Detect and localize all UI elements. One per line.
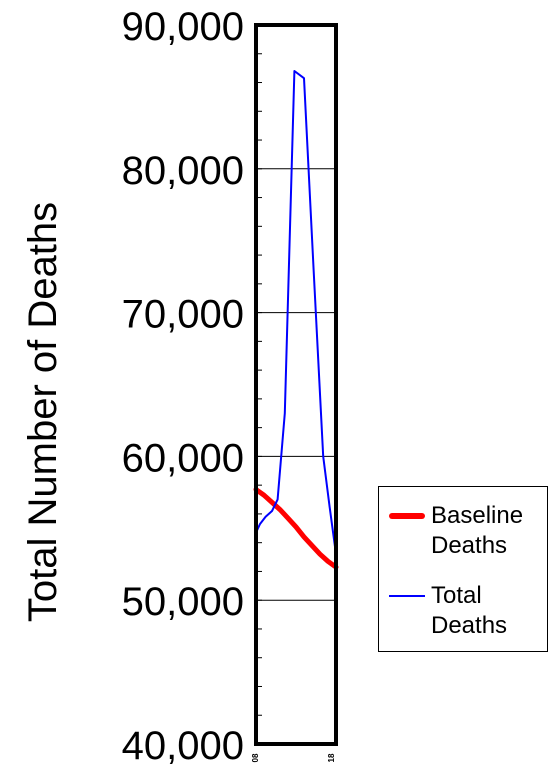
gridlines — [256, 169, 336, 600]
y-tick-label: 80,000 — [122, 149, 244, 193]
y-tick-label: 90,000 — [122, 5, 244, 49]
y-axis-label: Total Number of Deaths — [21, 202, 65, 622]
legend-swatch-baseline — [389, 513, 425, 519]
legend-label-total-line1: Total — [431, 581, 507, 611]
legend-label-total-line2: Deaths — [431, 611, 507, 641]
y-tick-label: 70,000 — [122, 293, 244, 337]
y-tick-labels: 40,000 50,000 60,000 70,000 80,000 90,000 — [122, 5, 244, 768]
plot-frame — [256, 25, 336, 744]
legend: Baseline Deaths Total Deaths — [378, 486, 548, 652]
series-line-baseline — [256, 490, 336, 568]
x-tick-label: 08 — [251, 753, 260, 762]
legend-swatch-total — [389, 595, 425, 597]
x-tick-label: 18 — [327, 753, 336, 762]
legend-label-baseline-line1: Baseline — [431, 501, 523, 531]
y-tick-label: 50,000 — [122, 580, 244, 624]
x-tick-labels: 08 18 — [251, 753, 336, 762]
y-tick-label: 60,000 — [122, 436, 244, 480]
y-tick-label: 40,000 — [122, 724, 244, 768]
legend-label-baseline-line2: Deaths — [431, 531, 523, 561]
series-lines — [256, 71, 336, 567]
